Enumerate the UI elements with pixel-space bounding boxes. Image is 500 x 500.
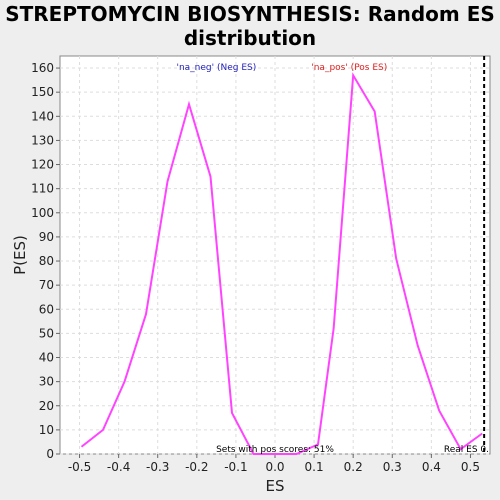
- y-tick-label: 40: [39, 351, 54, 365]
- x-tick-label: 0.2: [344, 460, 363, 474]
- x-axis-label: ES: [266, 477, 285, 495]
- x-tick-label: 0.1: [305, 460, 324, 474]
- pos-es-label: 'na_pos' (Pos ES): [311, 63, 387, 73]
- y-tick-label: 90: [39, 230, 54, 244]
- y-tick-label: 110: [31, 182, 54, 196]
- y-tick-label: 100: [31, 206, 54, 220]
- y-tick-label: 160: [31, 61, 54, 75]
- x-tick-label: -0.4: [107, 460, 130, 474]
- x-tick-label: 0.5: [461, 460, 480, 474]
- x-tick-label: -0.1: [224, 460, 247, 474]
- x-tick-label: -0.5: [68, 460, 91, 474]
- x-tick-label: 0.0: [265, 460, 284, 474]
- y-tick-label: 0: [46, 447, 54, 461]
- y-tick-label: 20: [39, 399, 54, 413]
- y-tick-label: 140: [31, 109, 54, 123]
- y-tick-label: 60: [39, 302, 54, 316]
- y-tick-label: 80: [39, 254, 54, 268]
- x-tick-label: -0.3: [146, 460, 169, 474]
- y-tick-label: 150: [31, 85, 54, 99]
- chart-title: STREPTOMYCIN BIOSYNTHESIS: Random ES dis…: [5, 2, 495, 50]
- neg-es-label: 'na_neg' (Neg ES): [176, 63, 256, 73]
- x-tick-label: -0.2: [185, 460, 208, 474]
- x-axis-ticks: -0.5 -0.4 -0.3 -0.2 -0.1 0.0 0.1 0.2 0.3 0.4 0.5: [68, 454, 480, 474]
- y-tick-label: 130: [31, 133, 54, 147]
- pos-scores-label: Sets with pos scores: 51%: [216, 445, 334, 455]
- es-distribution-line: [80, 72, 483, 455]
- y-tick-label: 30: [39, 375, 54, 389]
- y-tick-label: 50: [39, 326, 54, 340]
- real-es-label: Real ES 0.: [444, 445, 489, 455]
- x-tick-label: 0.4: [422, 460, 441, 474]
- y-axis-label: P(ES): [11, 235, 29, 275]
- y-tick-label: 10: [39, 423, 54, 437]
- y-axis-ticks: 0 10 20 30 40 50 60 70 80 90 100 110 120 130 140 150 160: [31, 61, 60, 461]
- y-tick-label: 120: [31, 158, 54, 172]
- x-tick-label: 0.3: [383, 460, 402, 474]
- y-tick-label: 70: [39, 278, 54, 292]
